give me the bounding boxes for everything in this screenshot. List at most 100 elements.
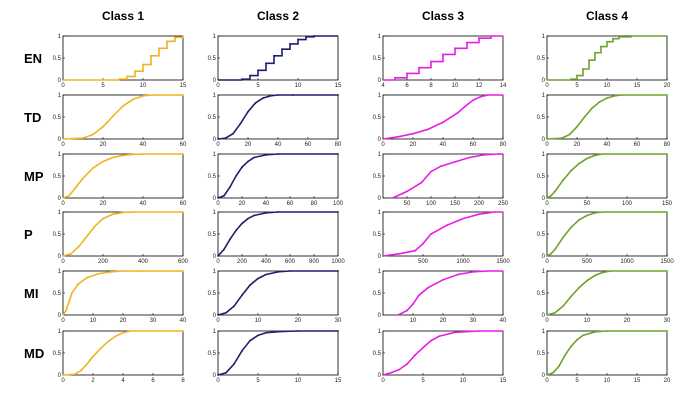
data-point (313, 35, 315, 37)
y-tick-label: 1 (58, 329, 62, 335)
data-point (487, 94, 489, 96)
x-tick-label: 1000 (331, 259, 345, 265)
data-point (247, 110, 249, 113)
y-tick-label: 0.5 (208, 56, 217, 62)
x-tick-label: 250 (498, 201, 509, 207)
data-point (382, 255, 384, 257)
x-tick-label: 4 (381, 83, 385, 89)
row-label: MP (24, 169, 44, 184)
y-tick-label: 1 (542, 93, 546, 99)
data-point (666, 94, 668, 96)
data-point (232, 132, 234, 135)
data-point (586, 279, 588, 282)
data-point (142, 153, 144, 155)
cdf-panel: 0 0.5 1 0 20 40 60 (53, 152, 187, 207)
data-point (472, 99, 474, 102)
data-point (62, 197, 64, 199)
x-tick-label: 0 (545, 259, 549, 265)
data-point (554, 248, 556, 251)
data-point (427, 286, 429, 289)
data-point (98, 272, 100, 275)
data-point (570, 78, 572, 81)
data-point (166, 40, 168, 43)
x-tick-label: 4 (121, 378, 125, 384)
data-point (487, 270, 489, 272)
x-tick-label: 20 (120, 318, 127, 324)
x-tick-label: 80 (664, 142, 671, 148)
data-point (337, 270, 339, 272)
x-tick-label: 5 (101, 83, 105, 89)
data-point (457, 111, 459, 114)
data-point (546, 138, 548, 140)
y-tick-label: 0.5 (537, 115, 546, 121)
x-tick-label: 0 (61, 201, 65, 207)
x-tick-label: 500 (418, 259, 429, 265)
x-tick-label: 0 (545, 201, 549, 207)
x-tick-label: 10 (295, 378, 302, 384)
data-point (80, 369, 82, 372)
x-tick-label: 15 (500, 378, 507, 384)
data-point (126, 75, 128, 78)
data-point (412, 132, 414, 135)
panel-frame (382, 94, 504, 140)
data-point (229, 238, 231, 241)
data-point (137, 270, 139, 272)
data-point (235, 229, 237, 232)
x-tick-label: 15 (335, 378, 342, 384)
x-tick-label: 200 (98, 259, 109, 265)
data-point (223, 248, 225, 251)
cdf-panel: 00.510 5 10 15 20 (537, 34, 671, 89)
x-tick-label: 40 (275, 142, 282, 148)
x-tick-label: 0 (61, 318, 65, 324)
x-tick-label: 50 (584, 201, 591, 207)
data-point (438, 335, 440, 338)
x-tick-label: 400 (138, 259, 149, 265)
x-tick-label: 14 (500, 83, 507, 89)
x-tick-label: 0 (216, 378, 220, 384)
x-tick-label: 1000 (456, 259, 470, 265)
x-tick-label: 150 (450, 201, 461, 207)
x-tick-label: 40 (263, 201, 270, 207)
data-point (479, 95, 482, 98)
data-point (562, 305, 564, 308)
cdf-curve (397, 270, 503, 316)
data-point (420, 181, 423, 184)
panel-frame (62, 35, 184, 81)
y-tick-label: 0.5 (537, 174, 546, 180)
cdf-panel: 0 0.5 1 0 20 40 60 (53, 93, 187, 148)
x-tick-label: 20 (664, 378, 671, 384)
data-point (606, 330, 608, 332)
y-tick-label: 0.5 (373, 351, 382, 357)
x-tick-label: 60 (305, 142, 312, 148)
data-point (223, 194, 225, 197)
data-point (102, 125, 104, 128)
data-point (217, 374, 219, 376)
data-point (397, 314, 399, 316)
x-tick-label: 10 (452, 83, 459, 89)
data-point (92, 133, 94, 136)
panel-frame (62, 94, 184, 140)
y-tick-label: 1 (542, 152, 546, 158)
data-point (618, 35, 620, 38)
data-point (262, 97, 264, 99)
cdf-panel: 0 0.5 1 0 50 100 150 (537, 152, 673, 207)
data-point (546, 314, 548, 316)
x-tick-label: 2 (91, 378, 95, 384)
data-point (422, 346, 424, 349)
data-point (494, 211, 496, 213)
x-tick-label: 600 (178, 259, 189, 265)
y-tick-label: 0 (58, 373, 62, 379)
data-point (92, 355, 94, 358)
y-tick-label: 0.5 (373, 115, 382, 121)
y-tick-label: 0.5 (53, 115, 62, 121)
y-tick-label: 0.5 (373, 232, 382, 238)
data-point (94, 225, 96, 227)
data-point (241, 166, 243, 169)
cdf-panel: 00.510 5 10 15 (208, 34, 342, 89)
data-point (546, 255, 548, 257)
y-tick-label: 1 (58, 210, 62, 216)
data-point (253, 156, 255, 159)
data-point (406, 309, 408, 312)
y-tick-label: 1 (542, 269, 546, 275)
data-point (588, 59, 590, 62)
